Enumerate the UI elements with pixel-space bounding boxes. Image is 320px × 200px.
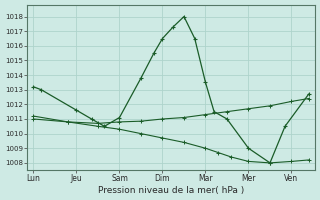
X-axis label: Pression niveau de la mer( hPa ): Pression niveau de la mer( hPa ) <box>98 186 244 195</box>
